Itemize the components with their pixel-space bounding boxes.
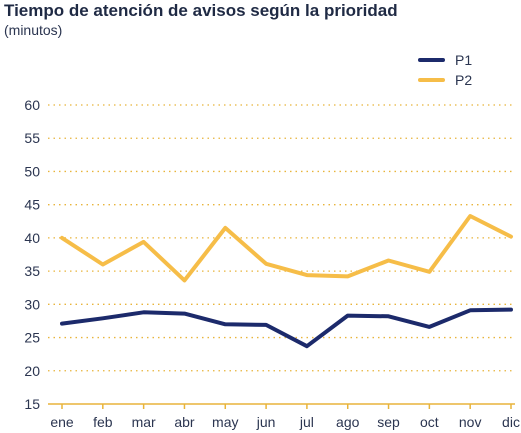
y-tick-label: 60 [24, 97, 40, 113]
x-tick-label: nov [459, 414, 482, 430]
series-group [60, 214, 513, 349]
y-tick-label: 45 [24, 197, 40, 213]
gridlines [48, 104, 515, 409]
x-axis-labels: ene feb mar abr may jun jul ago sep oct nov dic [50, 414, 520, 430]
chart-title: Tiempo de atención de avisos según la pr… [4, 1, 398, 20]
y-tick-label: 20 [24, 363, 40, 379]
x-tick-label: oct [420, 414, 439, 430]
x-tick-label: mar [132, 414, 156, 430]
y-tick-label: 15 [24, 396, 40, 412]
y-tick-label: 35 [24, 263, 40, 279]
x-tick-label: ene [50, 414, 74, 430]
x-tick-label: may [212, 414, 238, 430]
legend-label-p2: P2 [455, 72, 472, 88]
legend: P1 P2 [418, 52, 472, 88]
x-tick-label: jul [299, 414, 314, 430]
x-tick-label: ago [336, 414, 360, 430]
x-tick-label: abr [174, 414, 195, 430]
y-tick-label: 40 [24, 230, 40, 246]
chart-subtitle: (minutos) [4, 22, 62, 38]
y-tick-label: 25 [24, 330, 40, 346]
series-line-p1 [60, 307, 513, 349]
y-tick-label: 55 [24, 130, 40, 146]
x-tick-label: dic [502, 414, 520, 430]
y-tick-label: 50 [24, 163, 40, 179]
x-tick-label: jun [256, 414, 276, 430]
series-line-p2 [60, 214, 513, 283]
x-tick-label: feb [93, 414, 113, 430]
y-tick-label: 30 [24, 296, 40, 312]
legend-label-p1: P1 [455, 52, 472, 68]
x-tick-label: sep [377, 414, 400, 430]
y-axis-labels: 15 20 25 30 35 40 45 50 55 60 [24, 97, 40, 412]
